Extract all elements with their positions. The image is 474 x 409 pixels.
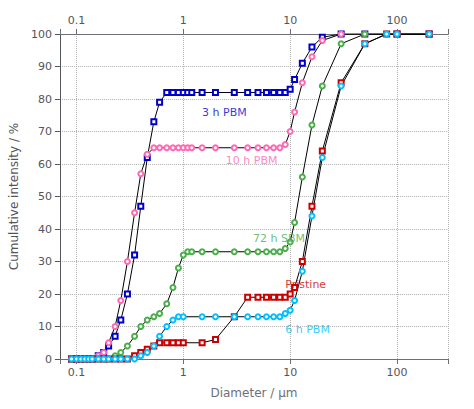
svg-text:Cumulative intensity / %: Cumulative intensity / % [7,123,21,270]
svg-text:6 h PBM: 6 h PBM [285,323,330,336]
svg-text:80: 80 [38,93,52,106]
svg-text:0: 0 [45,353,52,366]
svg-text:10: 10 [283,366,297,379]
svg-text:100: 100 [387,366,408,379]
svg-text:50: 50 [38,190,52,203]
svg-text:30: 30 [38,255,52,268]
svg-text:100: 100 [31,28,52,41]
svg-text:10: 10 [283,14,297,27]
svg-text:1: 1 [180,14,187,27]
svg-text:60: 60 [38,158,52,171]
svg-text:0.1: 0.1 [68,14,86,27]
svg-text:10: 10 [38,320,52,333]
svg-text:Pristine: Pristine [285,278,326,291]
svg-text:1: 1 [180,366,187,379]
svg-text:70: 70 [38,125,52,138]
svg-text:0.1: 0.1 [68,366,86,379]
svg-text:20: 20 [38,288,52,301]
svg-text:10 h PBM: 10 h PBM [226,154,278,167]
svg-text:100: 100 [387,14,408,27]
svg-text:90: 90 [38,60,52,73]
svg-text:3 h PBM: 3 h PBM [202,106,247,119]
svg-text:72 h SBM: 72 h SBM [253,232,305,245]
svg-text:Diameter / μm: Diameter / μm [210,386,297,400]
svg-text:40: 40 [38,223,52,236]
